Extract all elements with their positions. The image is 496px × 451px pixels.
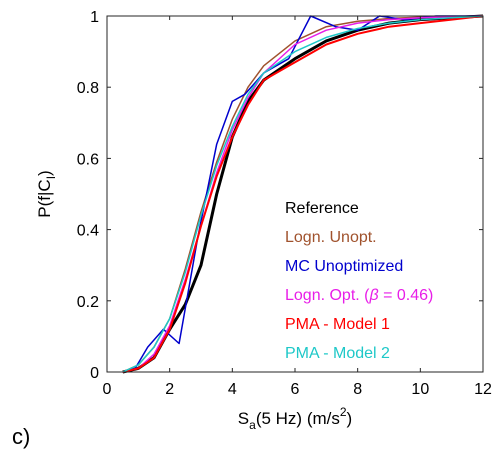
x-tick-label: 10	[411, 381, 429, 398]
x-tick-label: 2	[165, 381, 174, 398]
series-layer	[122, 14, 484, 374]
y-tick-label: 0.6	[77, 151, 99, 168]
series-line-5	[122, 15, 484, 373]
ticks-layer: 0 2 4 6 8 10 12 0 0.2 0.4 0.6 0.8 1	[77, 9, 492, 398]
legend-entry-2: MC Unoptimized	[285, 258, 403, 275]
legend-entry-3: Logn. Opt. (β = 0.46)	[285, 287, 433, 304]
legend: Reference Logn. Unopt. MC Unoptimized Logn.…	[285, 200, 433, 362]
plot-area	[107, 16, 483, 372]
legend-entry-5: PMA - Model 2	[285, 345, 390, 362]
y-tick-label: 0	[90, 365, 99, 382]
x-tick-label: 0	[103, 381, 112, 398]
legend-entry-4: PMA - Model 1	[285, 316, 390, 333]
series-line-2	[122, 15, 483, 373]
series-line-4	[122, 15, 484, 373]
y-tick-label: 0.2	[77, 294, 99, 311]
panel-label: c)	[12, 424, 30, 449]
y-axis-label: P(f|CI)	[35, 170, 58, 217]
legend-entry-0: Reference	[285, 200, 359, 217]
x-tick-label: 8	[353, 381, 362, 398]
y-tick-label: 1	[90, 9, 99, 26]
y-tick-label: 0.8	[77, 80, 99, 97]
x-axis-label: Sa(5 Hz) (m/s2)	[238, 405, 352, 432]
x-tick-label: 12	[474, 381, 492, 398]
y-tick-label: 0.4	[77, 223, 99, 240]
series-line-3	[122, 15, 484, 373]
legend-entry-1: Logn. Unopt.	[285, 229, 377, 246]
x-tick-label: 6	[291, 381, 300, 398]
x-tick-label: 4	[228, 381, 237, 398]
